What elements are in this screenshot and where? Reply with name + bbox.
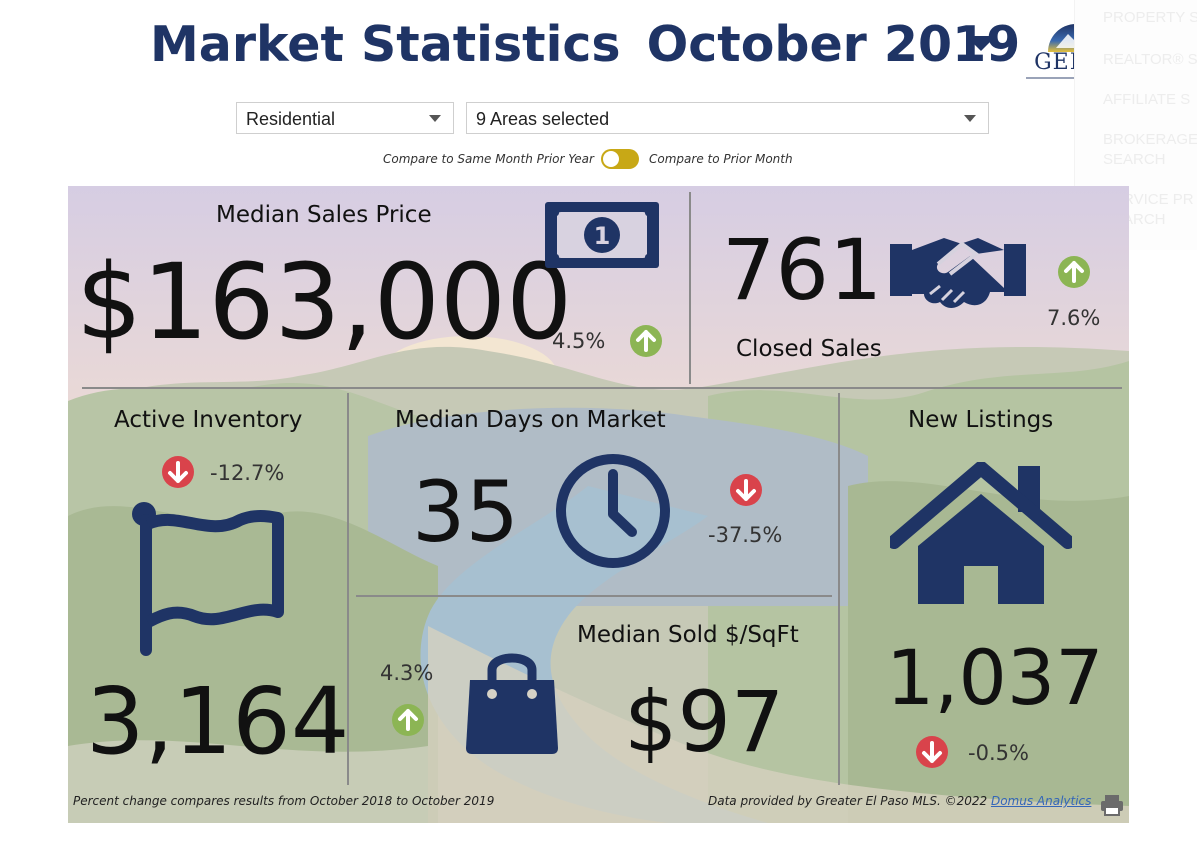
side-menu-item[interactable]: AFFILIATE S: [1103, 91, 1191, 108]
side-menu-item[interactable]: BROKERAGE: [1103, 131, 1197, 148]
median-sales-price-change: 4.5%: [552, 329, 606, 353]
header: Market Statistics October 2019: [150, 14, 1020, 74]
clock-icon: [556, 454, 670, 568]
side-menu-item[interactable]: PROPERTY S: [1103, 9, 1197, 26]
areas-select[interactable]: 9 Areas selected: [466, 102, 989, 134]
active-inventory-change: -12.7%: [210, 461, 285, 485]
arrow-up-icon: [392, 704, 424, 736]
footer-credit-text: Data provided by Greater El Paso MLS. ©2…: [708, 794, 988, 808]
page-title: Market Statistics: [150, 15, 621, 73]
property-type-value: Residential: [246, 109, 336, 129]
svg-text:1: 1: [594, 222, 611, 250]
median-sqft-value: $97: [624, 673, 785, 771]
median-sales-price-value: $163,000: [76, 241, 573, 363]
divider: [347, 393, 349, 785]
footer-note: Percent change compares results from Oct…: [73, 794, 495, 808]
median-days-change: -37.5%: [708, 523, 783, 547]
new-listings-value: 1,037: [886, 633, 1104, 722]
month-label[interactable]: October 2019: [646, 15, 1021, 73]
median-sqft-change: 4.3%: [380, 661, 434, 685]
house-icon: [890, 462, 1072, 604]
divider: [689, 192, 691, 384]
new-listings-change: -0.5%: [968, 741, 1029, 765]
closed-sales-label: Closed Sales: [736, 336, 882, 362]
toggle-knob: [603, 151, 619, 167]
median-sqft-label: Median Sold $/SqFt: [577, 622, 799, 648]
arrow-up-icon: [1058, 256, 1090, 288]
active-inventory-label: Active Inventory: [114, 407, 303, 433]
arrow-down-icon: [730, 474, 762, 506]
handshake-icon: [890, 238, 1026, 308]
footer-credit: Data provided by Greater El Paso MLS. ©2…: [708, 794, 1091, 808]
chevron-down-icon: [964, 115, 976, 122]
side-menu-item[interactable]: REALTOR® S: [1103, 51, 1197, 68]
print-icon[interactable]: [1100, 794, 1124, 816]
property-type-select[interactable]: Residential: [236, 102, 454, 134]
flag-icon: [132, 502, 284, 656]
arrow-down-icon: [162, 456, 194, 488]
arrow-up-icon: [630, 325, 662, 357]
comparison-toggle[interactable]: [601, 149, 639, 169]
closed-sales-value: 761: [722, 221, 883, 319]
stats-panel: Median Sales Price $163,000 4.5% 1 761 C…: [68, 186, 1129, 823]
toggle-right-label: Compare to Prior Month: [649, 152, 793, 166]
arrow-down-icon: [916, 736, 948, 768]
closed-sales-change: 7.6%: [1047, 306, 1101, 330]
shopping-bag-icon: [466, 653, 558, 754]
money-icon: 1: [545, 202, 659, 268]
toggle-left-label: Compare to Same Month Prior Year: [383, 152, 594, 166]
side-menu: PROPERTY S REALTOR® S AFFILIATE S BROKER…: [1074, 0, 1197, 250]
side-menu-item[interactable]: SEARCH: [1103, 151, 1166, 168]
chevron-down-icon: [429, 115, 441, 122]
median-days-value: 35: [412, 463, 519, 561]
landscape-background: [68, 186, 1129, 823]
median-sales-price-label: Median Sales Price: [216, 202, 432, 228]
new-listings-label: New Listings: [908, 407, 1054, 433]
areas-value: 9 Areas selected: [476, 109, 610, 129]
median-days-label: Median Days on Market: [395, 407, 666, 433]
divider: [838, 393, 840, 785]
active-inventory-value: 3,164: [86, 668, 350, 775]
divider: [82, 387, 1122, 389]
domus-analytics-link[interactable]: Domus Analytics: [990, 794, 1092, 808]
divider: [356, 595, 832, 597]
month-dropdown-caret-icon[interactable]: [966, 36, 996, 51]
